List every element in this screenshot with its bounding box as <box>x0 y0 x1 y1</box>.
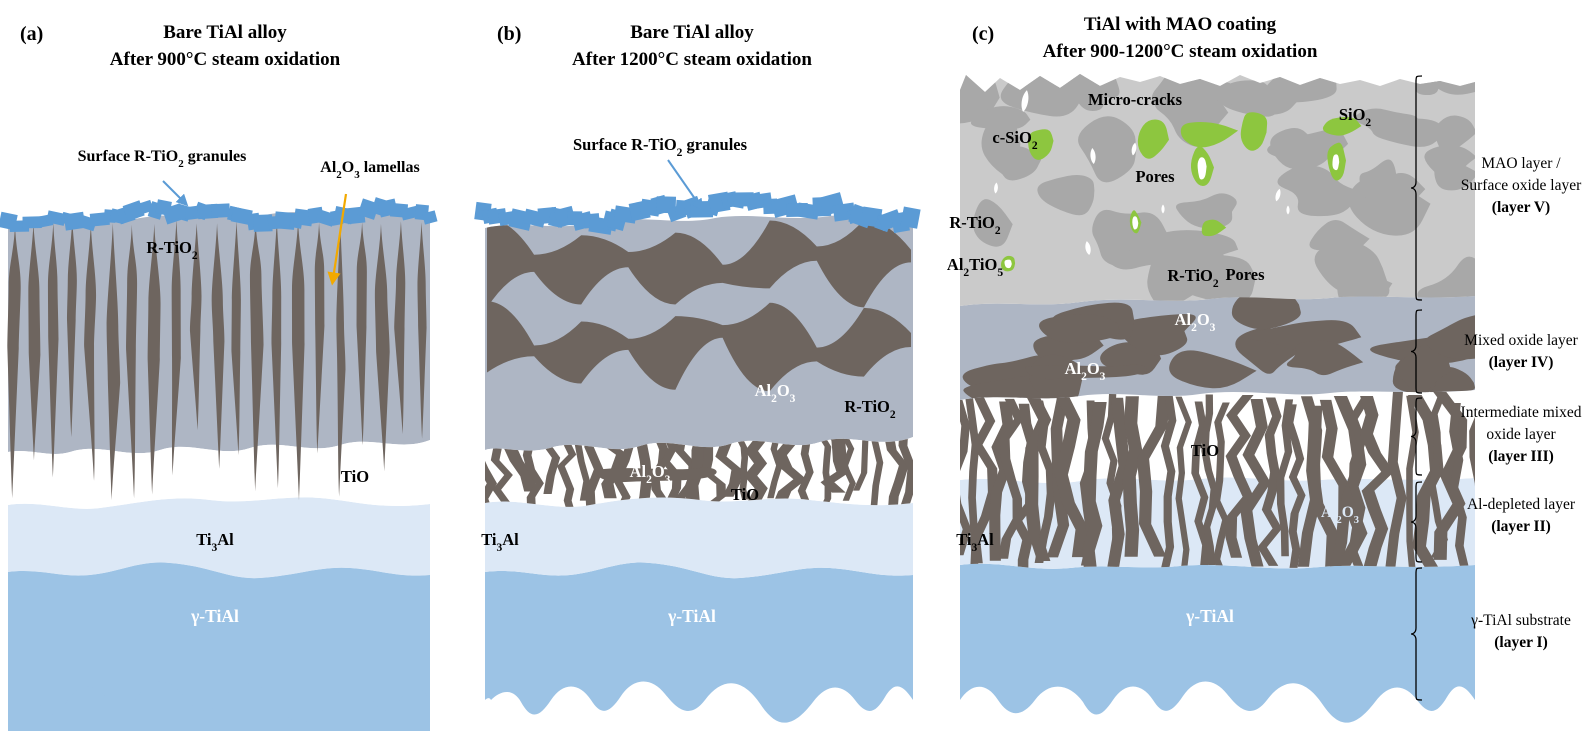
svg-text:(c): (c) <box>972 23 994 45</box>
svg-text:γ-TiAl: γ-TiAl <box>1185 606 1234 626</box>
svg-text:TiAl with MAO coating: TiAl with MAO coating <box>1084 14 1277 35</box>
svg-text:γ-TiAl: γ-TiAl <box>190 606 239 626</box>
svg-text:(layer II): (layer II) <box>1491 518 1551 535</box>
svg-text:Intermediate mixed: Intermediate mixed <box>1461 404 1582 421</box>
svg-text:Bare TiAl alloy: Bare TiAl alloy <box>630 22 754 43</box>
svg-text:(a): (a) <box>20 23 43 45</box>
svg-text:γ-TiAl: γ-TiAl <box>667 606 716 626</box>
svg-text:Pores: Pores <box>1135 167 1175 186</box>
svg-text:MAO layer /: MAO layer / <box>1481 155 1561 172</box>
svg-text:After 900°C steam oxidation: After 900°C steam oxidation <box>110 49 341 70</box>
svg-text:oxide layer: oxide layer <box>1486 426 1556 443</box>
svg-text:Micro-cracks: Micro-cracks <box>1088 90 1183 109</box>
svg-text:(layer IV): (layer IV) <box>1489 354 1554 371</box>
svg-text:Surface oxide layer: Surface oxide layer <box>1461 177 1582 194</box>
svg-text:Pores: Pores <box>1225 265 1265 284</box>
svg-text:γ-TiAl substrate: γ-TiAl substrate <box>1470 612 1571 629</box>
svg-text:TiO: TiO <box>731 485 759 504</box>
svg-text:Mixed oxide layer: Mixed oxide layer <box>1464 332 1578 349</box>
svg-text:(layer III): (layer III) <box>1488 448 1554 465</box>
svg-text:After 900-1200°C steam oxidati: After 900-1200°C steam oxidation <box>1043 41 1318 62</box>
svg-text:TiO: TiO <box>1191 441 1219 460</box>
svg-text:TiO: TiO <box>341 467 369 486</box>
svg-text:(layer V): (layer V) <box>1492 199 1550 216</box>
svg-text:(layer I): (layer I) <box>1494 634 1548 651</box>
svg-text:Al-depleted layer: Al-depleted layer <box>1467 496 1576 513</box>
svg-text:(b): (b) <box>497 23 521 45</box>
svg-text:After 1200°C steam oxidation: After 1200°C steam oxidation <box>572 49 812 70</box>
svg-text:Bare TiAl alloy: Bare TiAl alloy <box>163 22 287 43</box>
